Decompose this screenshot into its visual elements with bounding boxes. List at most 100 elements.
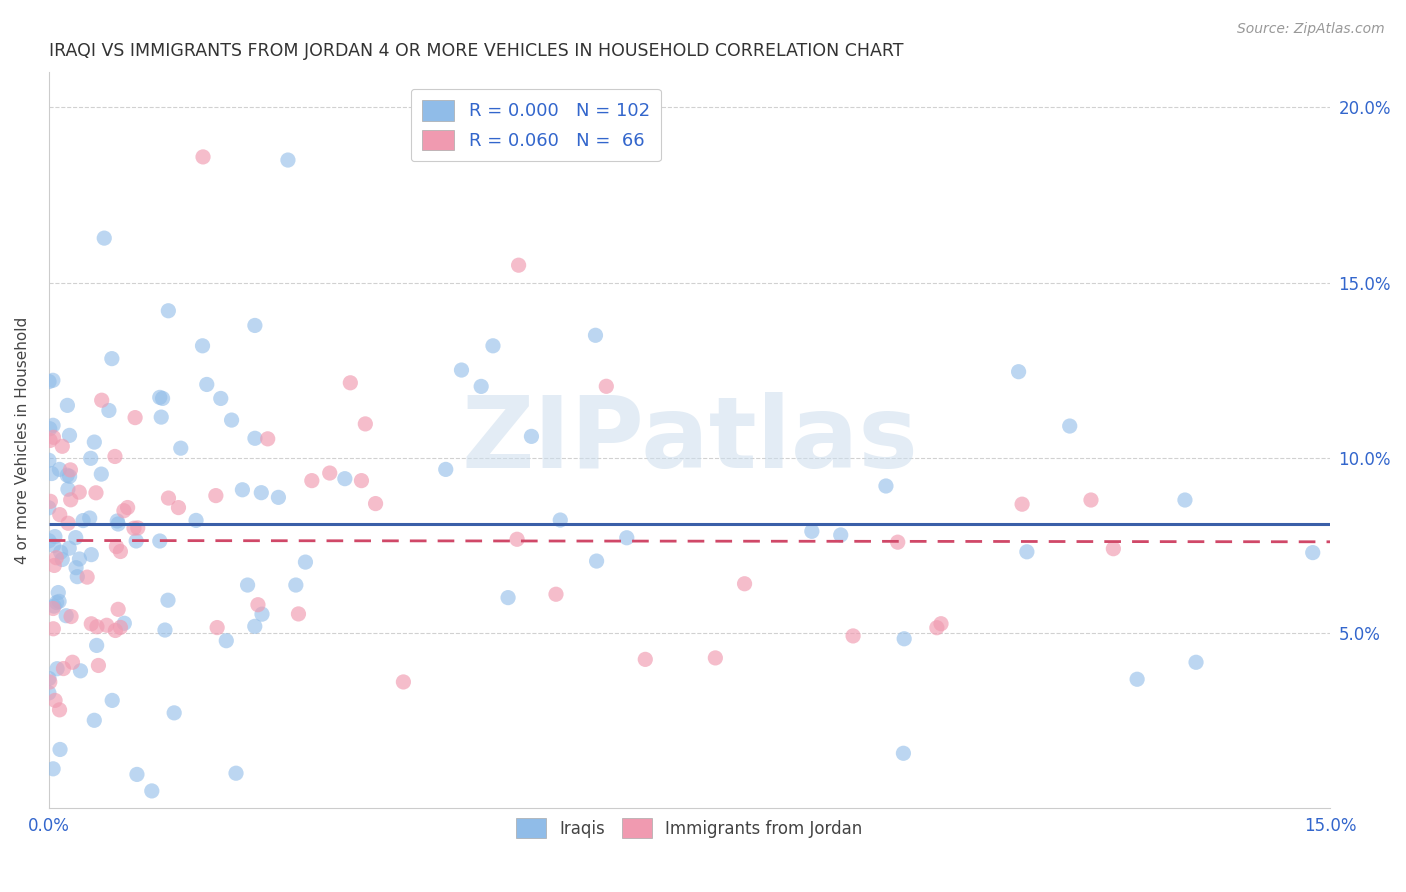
Point — [56, 468, 79, 483]
Point — [39, 494, 62, 508]
Point — [45, 595, 67, 609]
Point — [1126, 672, 1149, 686]
Point — [48, 703, 70, 717]
Point — [887, 535, 910, 549]
Point — [339, 376, 361, 390]
Point — [149, 534, 172, 549]
Point — [246, 598, 269, 612]
Point — [59, 463, 82, 477]
Point — [149, 390, 172, 404]
Point — [110, 620, 132, 634]
Point — [86, 639, 108, 653]
Point — [125, 767, 148, 781]
Point — [392, 675, 415, 690]
Point — [38, 453, 60, 467]
Point — [105, 540, 128, 554]
Point — [112, 504, 135, 518]
Point — [141, 784, 163, 798]
Point — [38, 675, 60, 690]
Point — [83, 435, 105, 450]
Point — [62, 655, 84, 669]
Point — [39, 434, 62, 448]
Point — [1007, 365, 1029, 379]
Point — [127, 521, 149, 535]
Point — [48, 462, 70, 476]
Point — [215, 633, 238, 648]
Point — [101, 351, 124, 366]
Point — [59, 492, 82, 507]
Point — [69, 664, 91, 678]
Point — [41, 467, 63, 481]
Point — [205, 489, 228, 503]
Point — [842, 629, 865, 643]
Point — [1059, 419, 1081, 434]
Point — [42, 373, 65, 387]
Point — [893, 632, 915, 646]
Point — [167, 500, 190, 515]
Point — [59, 469, 82, 483]
Point — [1015, 545, 1038, 559]
Point — [150, 410, 173, 425]
Point — [157, 491, 180, 505]
Point — [46, 662, 69, 676]
Point — [294, 555, 316, 569]
Point — [101, 693, 124, 707]
Point — [90, 393, 112, 408]
Point — [277, 153, 299, 167]
Point — [929, 616, 952, 631]
Point — [51, 439, 73, 453]
Point — [544, 587, 567, 601]
Point — [76, 570, 98, 584]
Point — [105, 514, 128, 528]
Point — [250, 607, 273, 622]
Point — [79, 511, 101, 525]
Point — [96, 618, 118, 632]
Point — [42, 601, 65, 615]
Point — [93, 231, 115, 245]
Point — [65, 531, 87, 545]
Point — [122, 521, 145, 535]
Point — [46, 585, 69, 599]
Point — [704, 651, 727, 665]
Point — [221, 413, 243, 427]
Point — [350, 474, 373, 488]
Point — [49, 742, 72, 756]
Point — [925, 621, 948, 635]
Point — [124, 410, 146, 425]
Point — [72, 514, 94, 528]
Point — [44, 558, 66, 573]
Point — [110, 544, 132, 558]
Point — [87, 658, 110, 673]
Point — [205, 621, 228, 635]
Point — [117, 500, 139, 515]
Point — [585, 328, 607, 343]
Point — [42, 762, 65, 776]
Point — [287, 607, 309, 621]
Point — [80, 548, 103, 562]
Point — [170, 441, 193, 455]
Point — [191, 150, 214, 164]
Point — [231, 483, 253, 497]
Point — [243, 318, 266, 333]
Point — [104, 624, 127, 638]
Point — [55, 608, 77, 623]
Point — [450, 363, 472, 377]
Point — [585, 554, 607, 568]
Point — [1080, 493, 1102, 508]
Point — [38, 533, 60, 548]
Point — [38, 686, 60, 700]
Point — [56, 398, 79, 412]
Point — [520, 429, 543, 443]
Legend: Iraqis, Immigrants from Jordan: Iraqis, Immigrants from Jordan — [509, 812, 869, 844]
Point — [67, 552, 90, 566]
Point — [65, 560, 87, 574]
Point — [38, 672, 60, 686]
Point — [1302, 546, 1324, 560]
Point — [184, 513, 207, 527]
Point — [84, 485, 107, 500]
Point — [58, 428, 80, 442]
Point — [634, 652, 657, 666]
Point — [250, 485, 273, 500]
Text: ZIPatlas: ZIPatlas — [461, 392, 918, 489]
Point — [58, 541, 80, 556]
